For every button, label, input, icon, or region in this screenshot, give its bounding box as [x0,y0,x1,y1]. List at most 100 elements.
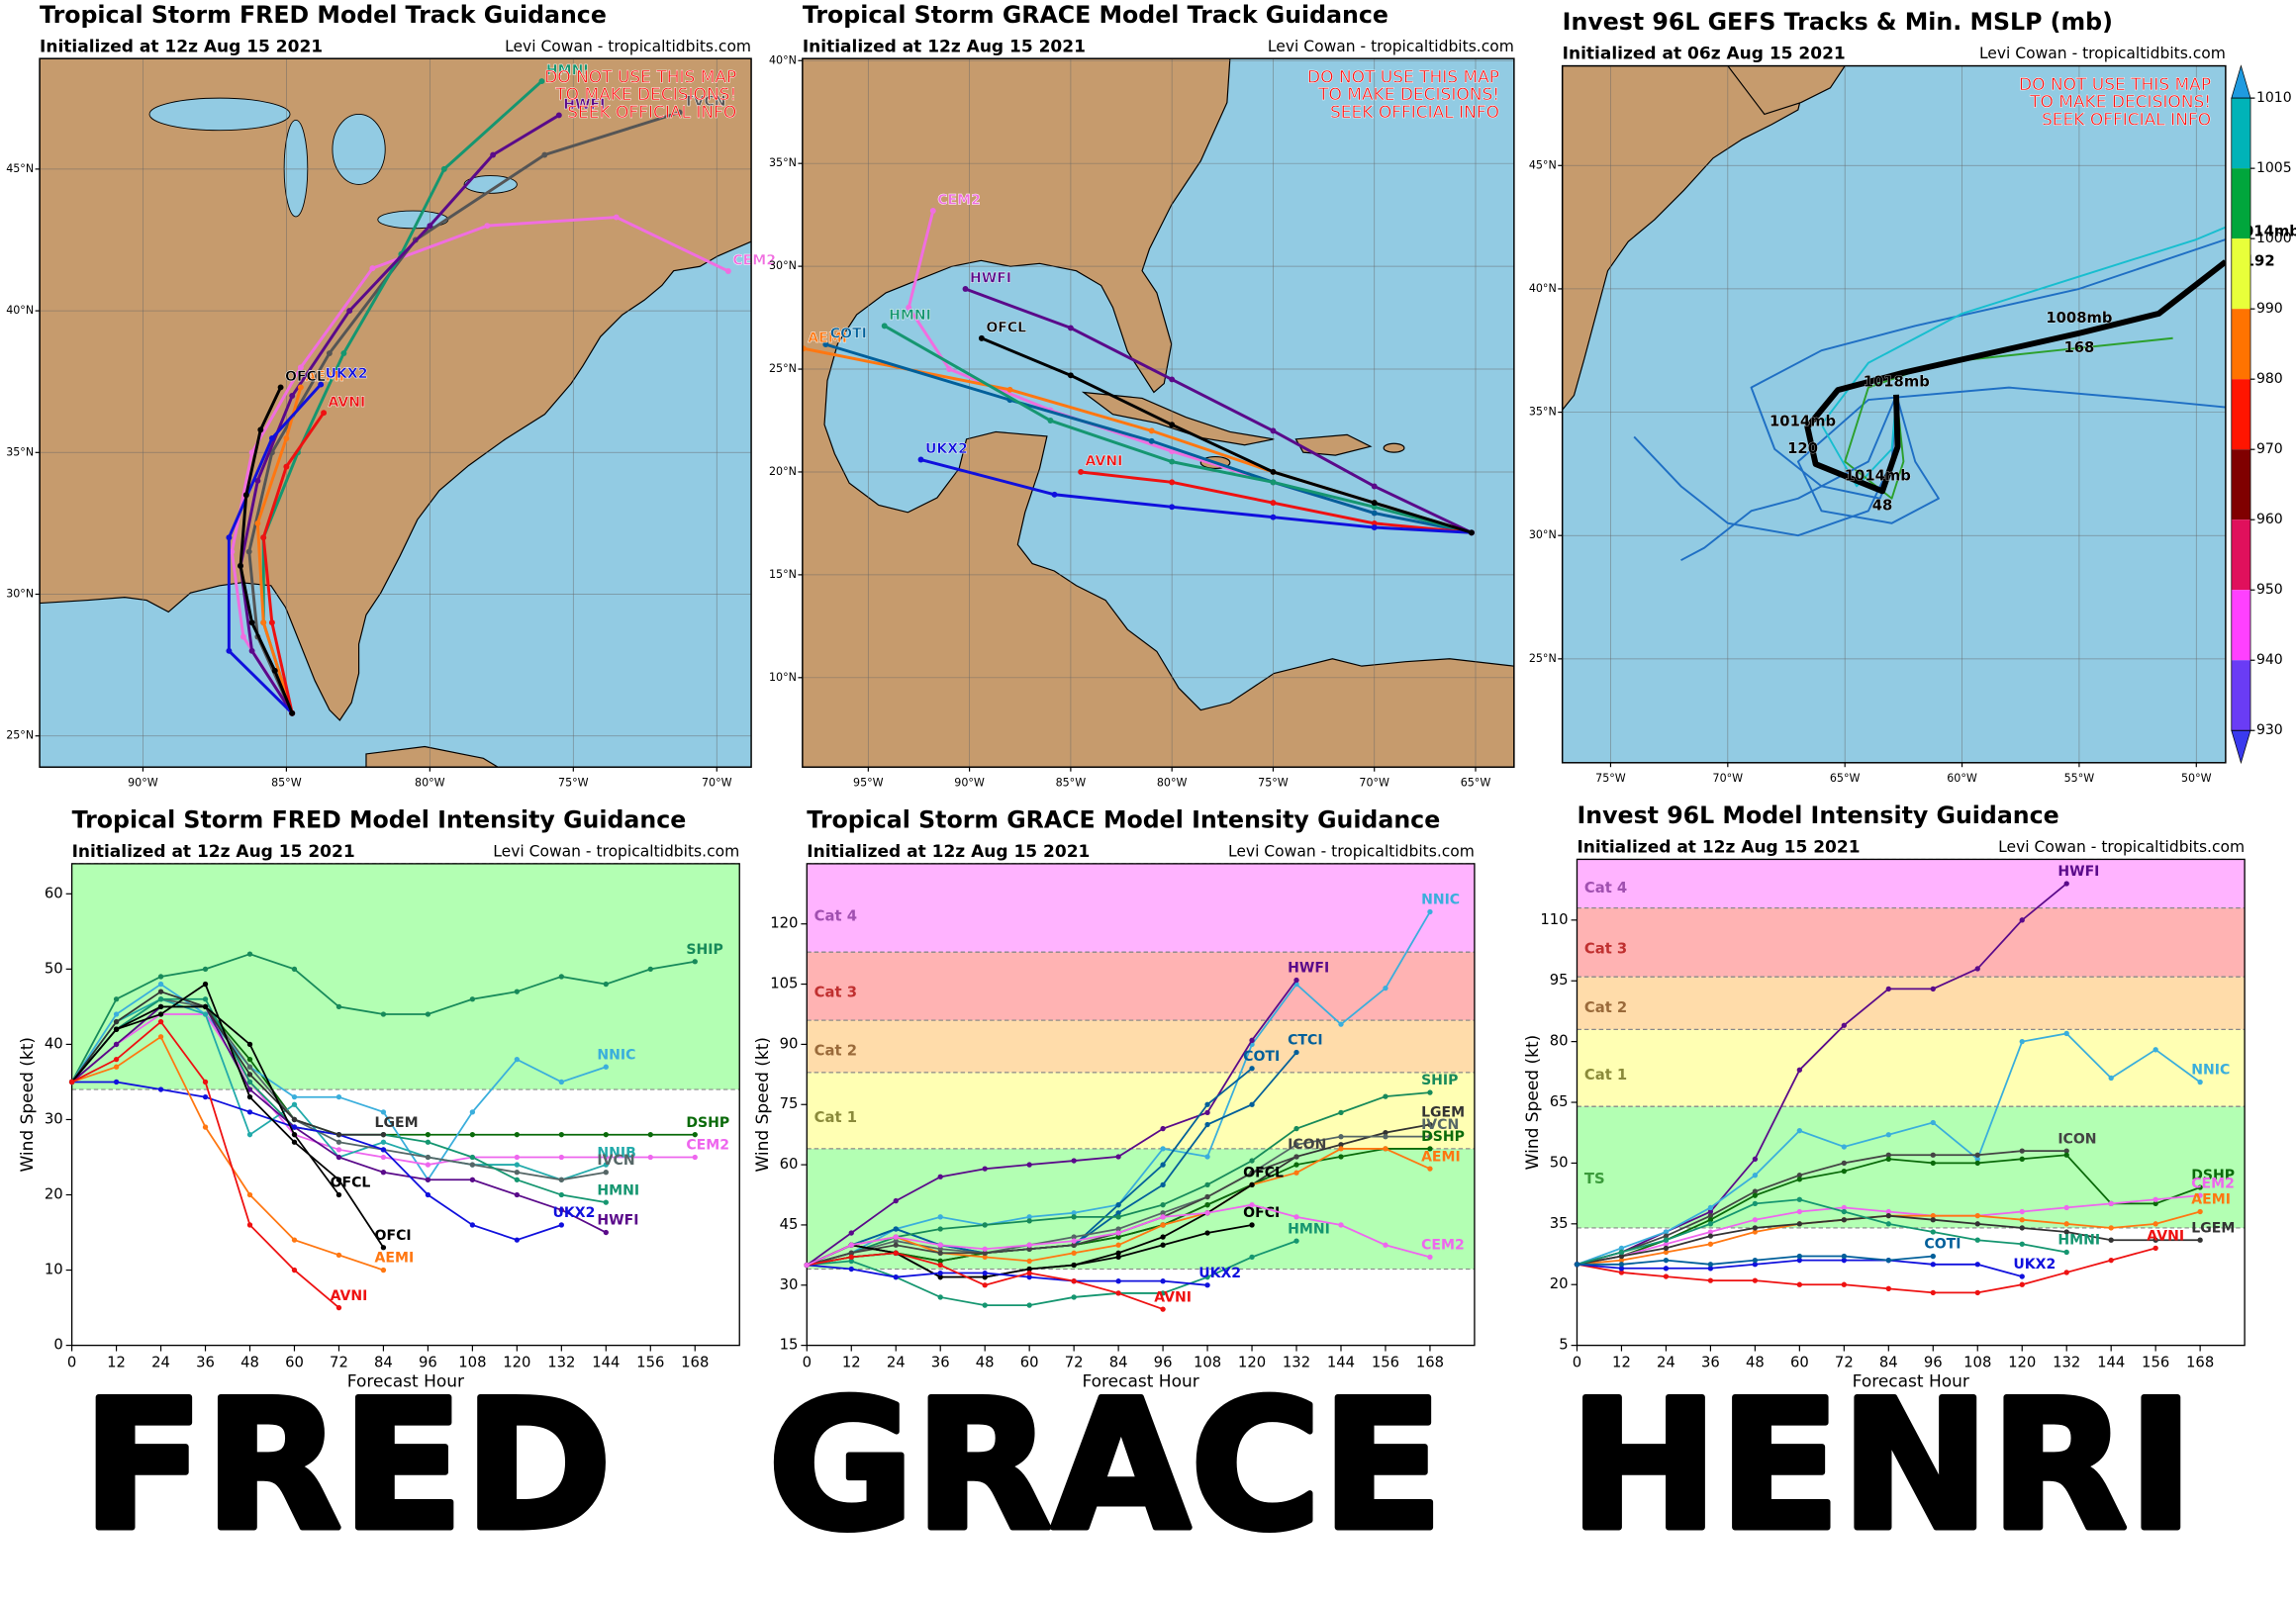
track-point [676,109,683,116]
series-point [1752,1188,1759,1194]
x-tick-label: 70°W [1359,777,1389,790]
series-point [893,1250,899,1256]
intensity-band [807,1020,1475,1073]
x-tick-label: 80°W [1157,777,1188,790]
series-point [1071,1262,1077,1269]
series-point [1115,1210,1121,1216]
track-point [978,334,985,341]
track-point [248,449,255,456]
credit: Levi Cowan - tropicaltidbits.com [505,38,751,55]
series-point [1338,1021,1344,1027]
credit: Levi Cowan - tropicaltidbits.com [1998,838,2245,856]
series-point [380,1267,387,1273]
series-point [1249,1158,1255,1164]
series-point [1841,1168,1847,1175]
series-point [1115,1234,1121,1240]
x-tick-label: 156 [2142,1354,2169,1370]
series-point [603,1064,609,1070]
land [1727,65,1846,116]
series-point [2152,1200,2158,1207]
y-tick-label: 30°N [6,588,34,601]
series-point [2063,1249,2069,1256]
intensity-band [71,863,740,1090]
series-point [1249,1181,1255,1188]
series-point [335,1191,342,1198]
series-point [1338,1134,1344,1140]
series-label: COTI [1243,1049,1280,1065]
x-tick-label: 80°W [415,777,445,790]
series-point [1752,1262,1759,1268]
series-point [2063,1204,2069,1211]
x-tick-label: 75°W [558,777,589,790]
series-point [1841,1217,1847,1223]
track-point [260,619,267,626]
series-point [982,1254,988,1261]
series-point [893,1238,899,1244]
series-point [1974,1160,1980,1167]
series-point [1026,1242,1032,1248]
series-point [157,1003,164,1010]
series-point [291,1139,298,1145]
track-point [541,151,548,158]
series-point [246,1041,253,1048]
warning: TO MAKE DECISIONS! [1317,85,1499,105]
series-point [113,1018,120,1025]
series-point [2019,1241,2025,1247]
series-point [2197,1237,2203,1243]
series-point [1427,1166,1433,1172]
series-point [2063,1229,2069,1235]
series-point [1071,1234,1077,1240]
series-point [1071,1294,1077,1300]
series-point [113,1079,120,1085]
series-point [1796,1208,1803,1215]
series-line [70,983,385,1249]
series-point [246,1191,253,1198]
track-point [1371,483,1378,490]
series-label: HMNI [1288,1221,1330,1237]
series-point [558,1132,564,1138]
series-point [2063,1221,2069,1227]
series-point [1160,1234,1166,1240]
series-point [982,1273,988,1280]
series-point [1885,1285,1891,1291]
x-tick-label: 50°W [2181,772,2212,785]
series-point [1663,1241,1670,1247]
series-point [1796,1257,1803,1264]
series-point [603,1132,609,1138]
series-point [1204,1273,1210,1280]
series-point [2063,1270,2069,1275]
series-point [1249,1037,1255,1044]
series-point [246,1132,253,1138]
series-point [848,1258,854,1265]
track-point [268,435,275,441]
x-tick-label: 24 [1657,1354,1675,1370]
series-label: NNIC [2191,1063,2230,1079]
x-tick-label: 120 [503,1354,530,1370]
series-point [1204,1193,1210,1200]
series-point [1383,985,1388,991]
pressure-label: 1008mb [2046,310,2112,327]
series-point [335,1177,342,1182]
x-tick-label: 96 [1924,1354,1943,1370]
chart-title: Tropical Storm GRACE Model Track Guidanc… [803,1,1388,29]
band-label: Cat 1 [814,1109,857,1126]
series-point [380,1139,387,1145]
series-point [1249,1066,1255,1072]
x-tick-label: 168 [2186,1354,2214,1370]
x-tick-label: 96 [1154,1354,1173,1370]
series-point [514,1162,521,1168]
series-point [1427,1089,1433,1095]
y-tick-label: 60 [780,1156,799,1173]
series-point [603,1154,609,1161]
track [1844,336,2173,500]
band-label: Cat 1 [1584,1067,1627,1084]
series-point [335,1304,342,1311]
series-point [1115,1250,1121,1256]
series-point [335,1093,342,1100]
series-line [807,1264,1208,1286]
series-point [937,1262,943,1269]
series-point [1574,1262,1580,1268]
x-tick-label: 48 [976,1354,995,1370]
y-tick-label: 30°N [1529,528,1557,541]
series-point [804,1262,810,1269]
